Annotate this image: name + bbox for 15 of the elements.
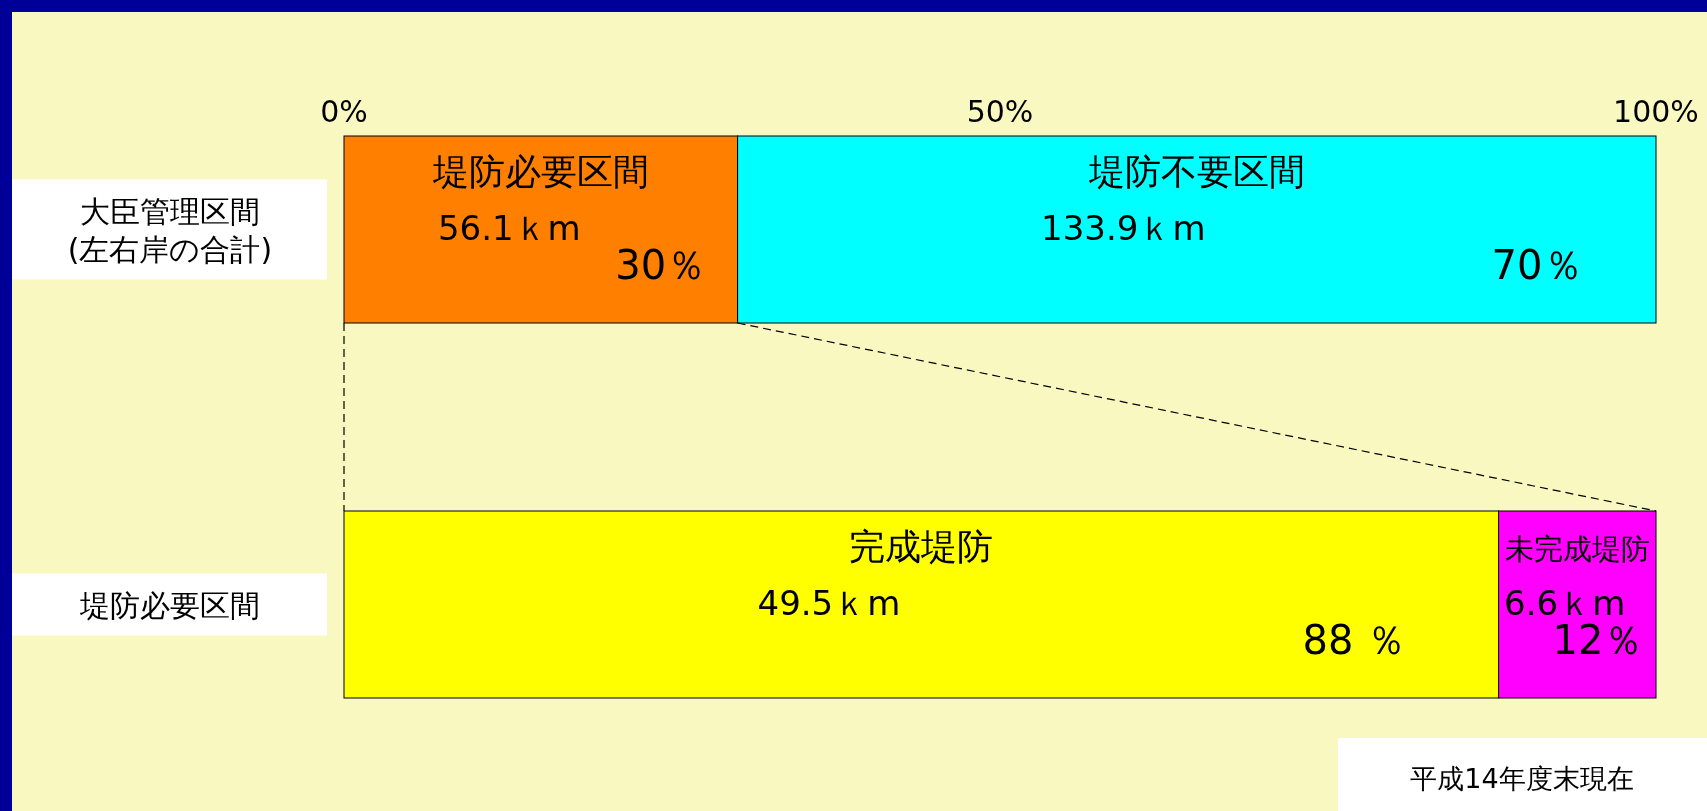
- series-label: 堤防不要区間: [1087, 151, 1305, 192]
- series-label: 堤防必要区間: [431, 151, 649, 192]
- data-label: 88 ％: [1302, 617, 1407, 663]
- annotation: 平成14年度末現在: [1410, 763, 1634, 794]
- x-tick-label: 100%: [1613, 94, 1699, 129]
- series-label: 未完成堤防: [1504, 532, 1650, 566]
- x-tick-label: 50%: [966, 94, 1034, 129]
- annotation: 56.1ｋm: [437, 208, 581, 248]
- data-label: 70％: [1491, 242, 1583, 288]
- series-label: 完成堤防: [849, 526, 994, 567]
- annotation: 49.5ｋm: [757, 583, 901, 623]
- y-tick-label: 大臣管理区間 (左右岸の合計): [67, 193, 273, 267]
- annotation: 133.9ｋm: [1041, 208, 1206, 248]
- data-label: 30％: [615, 242, 707, 288]
- x-tick-label: 0%: [320, 94, 368, 129]
